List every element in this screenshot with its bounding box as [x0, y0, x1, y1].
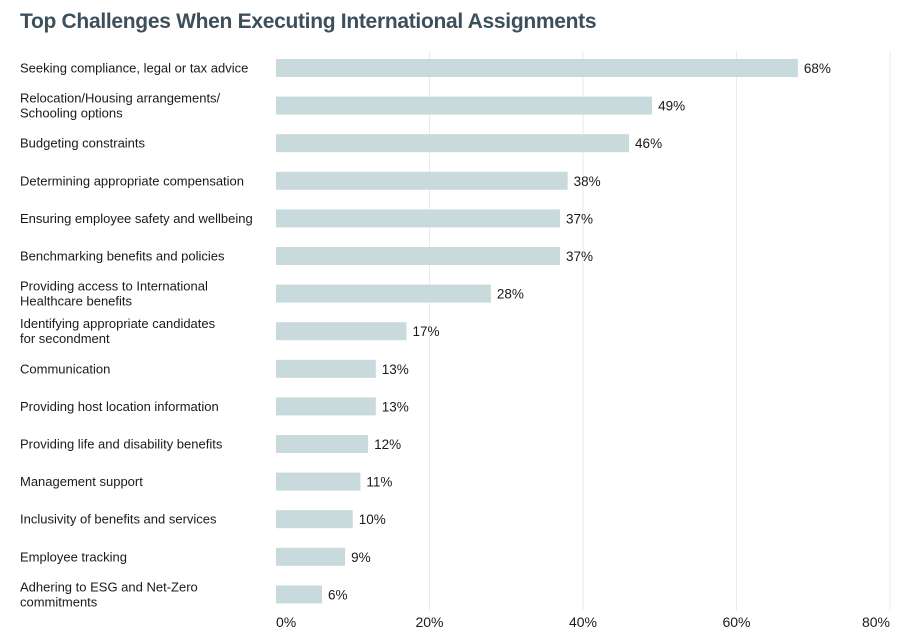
category-label: Providing access to International Healthc… [20, 279, 208, 309]
x-axis-ticks: 0% 20% 40% 60% 80% [276, 614, 890, 630]
chart-title: Top Challenges When Executing Internatio… [20, 10, 597, 33]
category-label: Seeking compliance, legal or tax advice [20, 61, 248, 76]
category-label: Adhering to ESG and Net-Zero commitments [20, 579, 198, 609]
bar [276, 171, 568, 190]
value-label: 17% [412, 324, 439, 339]
bar [276, 397, 376, 416]
value-label: 13% [382, 362, 409, 377]
category-label: Providing life and disability benefits [20, 437, 223, 452]
category-label: Relocation/Housing arrangements/Schoolin… [20, 91, 221, 121]
category-label: Management support [20, 474, 143, 489]
category-label: Inclusivity of benefits and services [20, 512, 217, 527]
category-label: Employee tracking [20, 549, 127, 564]
value-label: 49% [658, 99, 685, 114]
x-tick-label: 60% [722, 614, 750, 630]
category-label: Providing host location information [20, 399, 219, 414]
bar [276, 134, 630, 153]
value-label: 11% [366, 475, 392, 490]
value-label: 38% [574, 174, 601, 189]
value-label: 28% [497, 287, 524, 302]
bar [276, 209, 560, 228]
category-label: Budgeting constraints [20, 136, 146, 151]
x-tick-label: 0% [276, 614, 296, 630]
category-label: Ensuring employee safety and wellbeing [20, 211, 253, 226]
value-label: 68% [804, 61, 831, 76]
bar [276, 510, 353, 529]
bar [276, 322, 407, 341]
value-label: 9% [351, 550, 371, 565]
category-labels: Seeking compliance, legal or tax advice R… [20, 61, 253, 610]
x-tick-label: 20% [415, 614, 443, 630]
value-label: 46% [635, 136, 662, 151]
category-label: Benchmarking benefits and policies [20, 249, 225, 264]
bar [276, 472, 361, 491]
category-label: Identifying appropriate candidates for se… [20, 316, 216, 346]
bar [276, 59, 798, 77]
x-tick-label: 80% [862, 614, 890, 630]
value-label: 37% [566, 211, 593, 226]
category-label: Communication [20, 361, 110, 376]
bar [276, 247, 560, 265]
value-label: 6% [328, 587, 348, 602]
bar [276, 585, 323, 604]
bar [276, 547, 346, 566]
bar [276, 284, 491, 303]
value-label: 37% [566, 249, 593, 264]
bar [276, 96, 653, 115]
value-label: 12% [374, 437, 401, 452]
bar [276, 359, 376, 378]
value-labels: 68% 49% 46% 38% 37% 37% 28% 17% 13% 13% 12% 11% 10% 9… [328, 61, 831, 602]
bar [276, 435, 369, 453]
category-label: Determining appropriate compensation [20, 173, 244, 188]
value-label: 10% [359, 512, 386, 527]
bars [276, 59, 798, 604]
value-label: 13% [382, 399, 409, 414]
x-tick-label: 40% [569, 614, 597, 630]
